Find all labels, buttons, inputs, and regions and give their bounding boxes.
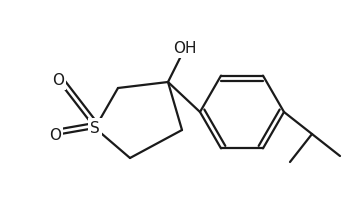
Text: OH: OH xyxy=(173,40,197,55)
Text: O: O xyxy=(52,73,64,88)
Text: S: S xyxy=(90,121,100,136)
Text: O: O xyxy=(49,128,61,143)
